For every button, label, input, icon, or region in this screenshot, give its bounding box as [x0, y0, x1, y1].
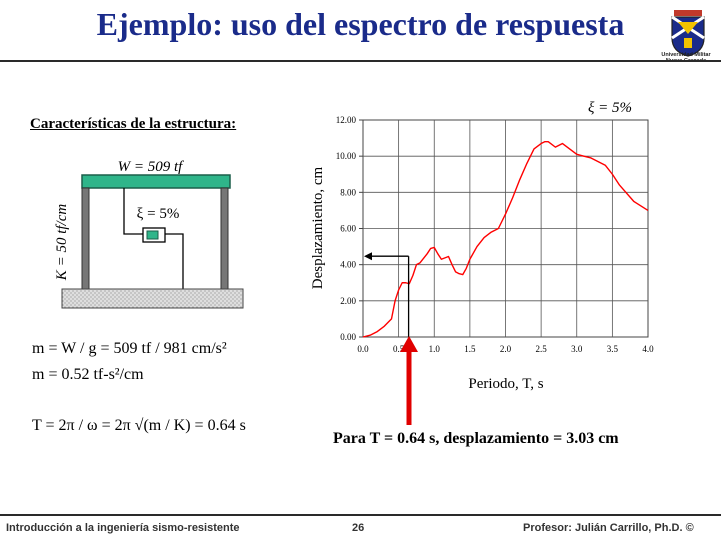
chart-y-axis-label: Desplazamiento, cm [310, 166, 326, 289]
logo-emblem [678, 22, 698, 34]
footer-divider [0, 514, 721, 516]
chart-x-axis-label: Periodo, T, s [468, 376, 543, 392]
y-tick-label: 4.00 [340, 260, 356, 270]
y-tick-label: 8.00 [340, 187, 356, 197]
logo-text: Universidad Militar Nueva Granada [652, 52, 720, 64]
footer-page-number: 26 [352, 522, 365, 534]
arrow-shaft [406, 351, 412, 425]
equation-mass-a: m = W / g = 509 tf / 981 cm/s² [32, 340, 227, 357]
chart-grid [359, 119, 649, 338]
logo-tower [684, 38, 692, 48]
equation-mass-b: m = 0.52 tf-s²/cm [32, 366, 144, 383]
response-spectrum-chart: 0.0 0.5 1.0 1.5 2.0 2.5 3.0 3.5 4.0 0.00 2.00 4.00 6… [310, 100, 654, 392]
x-tick-label: 2.5 [536, 344, 548, 354]
stiffness-label: K = 50 tf/cm [54, 204, 70, 282]
chart-series [362, 141, 649, 338]
x-tick-label: 1.5 [464, 344, 476, 354]
displacement-arrowhead [364, 252, 372, 261]
title-divider [0, 60, 721, 62]
damper-piston [146, 230, 159, 240]
column-left [81, 187, 90, 290]
ground [61, 288, 244, 309]
beam [81, 174, 231, 189]
logo-banner [674, 10, 702, 16]
chart-annotation: ξ = 5% [588, 100, 632, 116]
x-tick-label: 2.0 [500, 344, 512, 354]
x-tick-label: 4.0 [642, 344, 654, 354]
chart-markers [364, 252, 410, 337]
x-tick-label: 0.0 [357, 344, 369, 354]
logo-line-1: Universidad Militar [661, 52, 711, 58]
x-tick-label: 3.5 [607, 344, 619, 354]
y-tick-label: 10.00 [336, 151, 357, 161]
structure-diagram: W = 509 tf K = 50 tf/cm ξ = 5% [54, 159, 244, 309]
chart-ticks: 0.0 0.5 1.0 1.5 2.0 2.5 3.0 3.5 4.0 0.00 2.00 4.00 6… [336, 115, 654, 354]
equation-period: T = 2π / ω = 2π √(m / K) = 0.64 s [32, 417, 246, 434]
logo-shield [671, 16, 705, 57]
x-tick-label: 0.5 [393, 344, 405, 354]
result-text: Para T = 0.64 s, desplazamiento = 3.03 c… [333, 430, 619, 447]
damper-link-bottom [165, 233, 184, 289]
x-tick-label: 3.0 [571, 344, 583, 354]
x-tick-label: 1.0 [429, 344, 441, 354]
y-tick-label: 2.00 [340, 296, 356, 306]
y-tick-label: 12.00 [336, 115, 357, 125]
period-indicator-arrow [400, 336, 418, 425]
university-logo [671, 10, 705, 57]
spectrum-curve [362, 141, 649, 338]
structure-heading: Características de la estructura: [30, 116, 237, 132]
column-right [220, 187, 229, 290]
damper-link-top [123, 188, 143, 235]
y-tick-label: 6.00 [340, 224, 356, 234]
slide-title: Ejemplo: uso del espectro de respuesta [96, 6, 625, 42]
footer-course: Introducción a la ingeniería sismo-resis… [6, 522, 240, 534]
weight-label: W = 509 tf [118, 159, 185, 175]
y-tick-label: 0.00 [340, 332, 356, 342]
damping-label: ξ = 5% [137, 206, 180, 222]
arrow-head [400, 336, 418, 352]
footer-professor: Profesor: Julián Carrillo, Ph.D. © [523, 522, 694, 534]
